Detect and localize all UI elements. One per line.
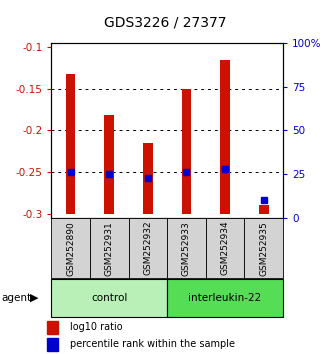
Text: GSM252935: GSM252935 (259, 221, 268, 275)
Bar (220, 60, 230, 213)
FancyBboxPatch shape (206, 218, 244, 278)
Text: ▶: ▶ (30, 293, 39, 303)
Text: GSM252890: GSM252890 (66, 221, 75, 275)
Bar (259, 205, 268, 213)
FancyBboxPatch shape (51, 279, 167, 317)
Bar (47, 338, 58, 350)
Bar (143, 143, 153, 213)
FancyBboxPatch shape (128, 218, 167, 278)
Text: interleukin-22: interleukin-22 (188, 293, 262, 303)
Text: GDS3226 / 27377: GDS3226 / 27377 (104, 16, 227, 30)
Bar (47, 321, 58, 334)
Text: GSM252934: GSM252934 (220, 221, 230, 275)
FancyBboxPatch shape (167, 279, 283, 317)
Text: GSM252931: GSM252931 (105, 221, 114, 275)
Bar (66, 74, 75, 213)
Text: agent: agent (2, 293, 32, 303)
FancyBboxPatch shape (167, 218, 206, 278)
Bar (182, 89, 191, 213)
FancyBboxPatch shape (244, 218, 283, 278)
Text: percentile rank within the sample: percentile rank within the sample (71, 339, 235, 349)
Bar (104, 115, 114, 213)
Text: control: control (91, 293, 127, 303)
FancyBboxPatch shape (90, 218, 128, 278)
Text: log10 ratio: log10 ratio (71, 322, 123, 332)
Text: GSM252932: GSM252932 (143, 221, 152, 275)
Text: GSM252933: GSM252933 (182, 221, 191, 275)
FancyBboxPatch shape (51, 218, 90, 278)
